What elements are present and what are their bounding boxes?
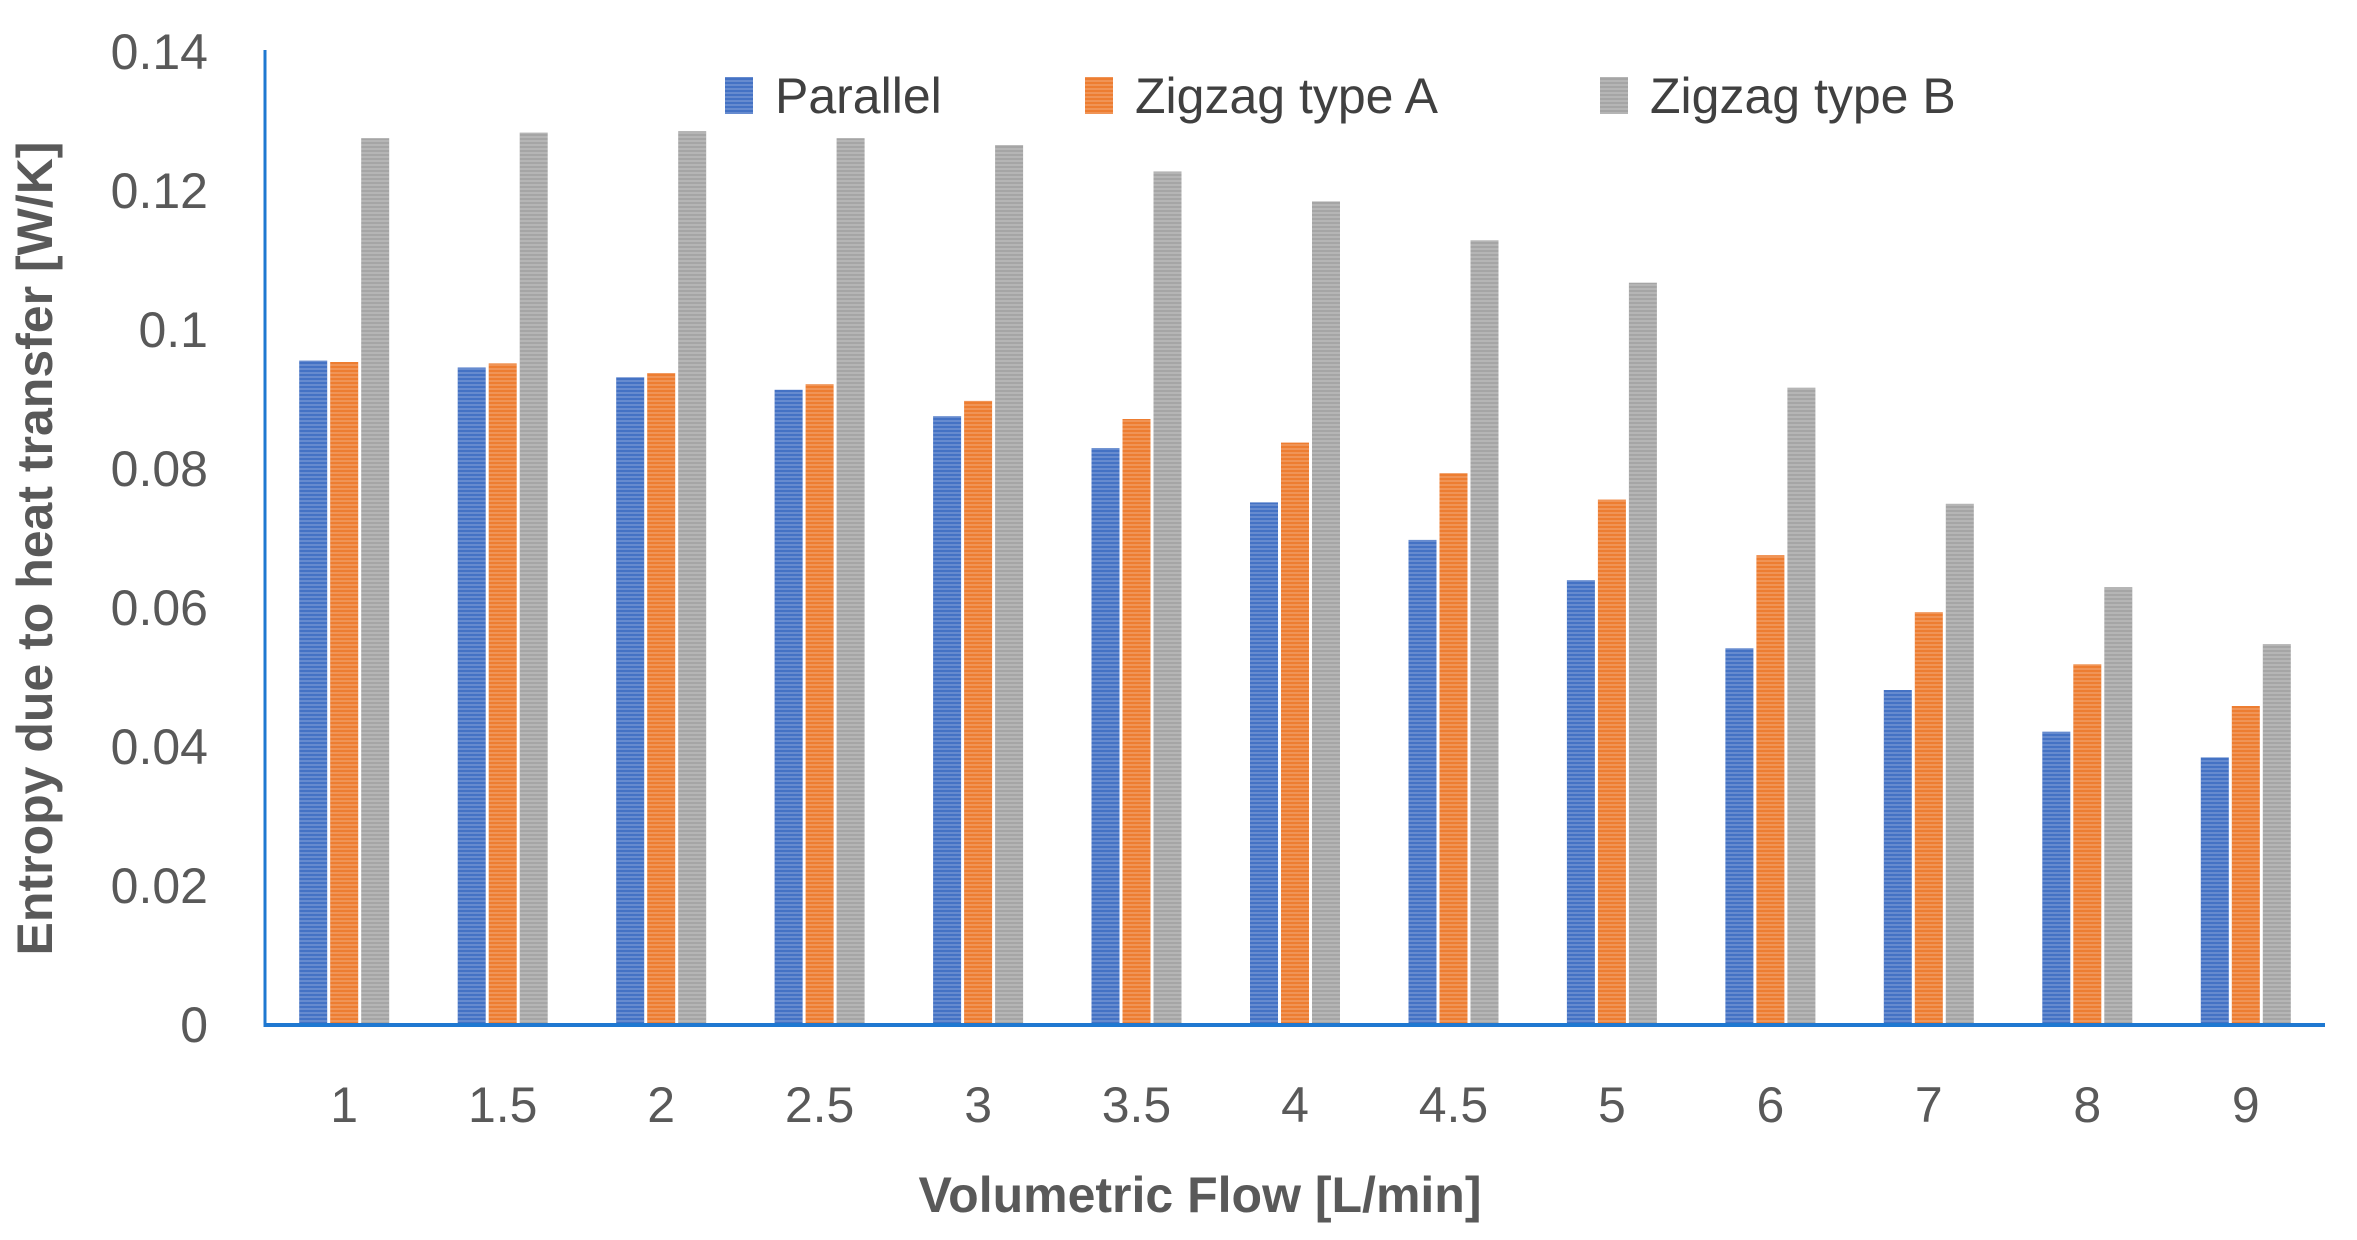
bar-texture-zigzag-type-a-4.5: [1439, 473, 1468, 1025]
legend-label-zigzag-type-a: Zigzag type A: [1135, 68, 1439, 124]
x-tick-label: 3: [964, 1077, 992, 1133]
bar-texture-zigzag-type-b-4: [1312, 201, 1340, 1025]
bars-layer: [299, 131, 2291, 1026]
x-tick-label: 2.5: [785, 1077, 855, 1133]
x-tick-label: 3.5: [1102, 1077, 1172, 1133]
bar-texture-zigzag-type-a-9: [2231, 706, 2260, 1025]
x-tick-label: 1: [330, 1077, 358, 1133]
bar-texture-zigzag-type-b-3: [995, 145, 1024, 1026]
bar-texture-parallel-2: [616, 377, 645, 1025]
bar-texture-zigzag-type-b-1: [361, 138, 390, 1025]
y-tick-label: 0.12: [111, 163, 208, 219]
bar-texture-zigzag-type-b-8: [2104, 587, 2133, 1025]
bar-texture-zigzag-type-b-2: [678, 131, 707, 1025]
x-tick-label: 9: [2232, 1077, 2260, 1133]
legend-label-zigzag-type-b: Zigzag type B: [1650, 68, 1956, 124]
bar-texture-zigzag-type-b-4.5: [1470, 240, 1499, 1026]
bar-texture-parallel-4.5: [1408, 539, 1437, 1025]
legend: Parallel Zigzag type A Zigzag type B: [725, 68, 1956, 124]
x-tick-label: 7: [1915, 1077, 1943, 1133]
bar-texture-zigzag-type-a-2.5: [805, 384, 834, 1025]
bar-texture-zigzag-type-a-3: [964, 400, 993, 1025]
bar-texture-zigzag-type-a-5: [1597, 499, 1626, 1026]
y-tick-label: 0.14: [111, 24, 208, 80]
legend-label-parallel: Parallel: [775, 68, 942, 124]
bar-texture-zigzag-type-a-7: [1914, 612, 1943, 1025]
x-tick-label: 1.5: [468, 1077, 538, 1133]
y-tick-label: 0.1: [138, 302, 208, 358]
x-tick-label: 6: [1756, 1077, 1784, 1133]
bar-texture-zigzag-type-a-4: [1281, 442, 1309, 1026]
bar-texture-parallel-9: [2200, 757, 2229, 1025]
bar-texture-zigzag-type-a-2: [647, 373, 676, 1026]
bar-texture-zigzag-type-b-9: [2262, 644, 2291, 1025]
bar-texture-zigzag-type-b-7: [1945, 503, 1974, 1026]
bar-texture-parallel-1.5: [457, 367, 486, 1025]
bar-texture-parallel-2.5: [774, 389, 803, 1025]
legend-swatch-texture-zigzag-type-b: [1600, 77, 1628, 114]
y-tick-labels: 0 0.02 0.04 0.06 0.08 0.1 0.12 0.14: [111, 24, 208, 1053]
bar-texture-zigzag-type-a-6: [1756, 555, 1785, 1025]
x-tick-label: 2: [647, 1077, 675, 1133]
bar-texture-zigzag-type-a-8: [2073, 664, 2102, 1025]
bar-texture-zigzag-type-a-3.5: [1122, 419, 1151, 1025]
bar-texture-parallel-5: [1566, 580, 1595, 1025]
legend-swatch-texture-zigzag-type-a: [1085, 77, 1113, 114]
bar-texture-zigzag-type-b-6: [1787, 387, 1816, 1025]
bar-texture-parallel-7: [1883, 690, 1912, 1025]
bar-texture-parallel-3.5: [1091, 448, 1120, 1026]
bar-texture-zigzag-type-a-1.5: [488, 363, 517, 1025]
legend-swatch-texture-parallel: [725, 77, 753, 114]
y-tick-label: 0.04: [111, 719, 208, 775]
bar-texture-parallel-3: [933, 416, 962, 1025]
axes-layer: [263, 50, 2325, 1027]
bar-texture-parallel-4: [1250, 502, 1278, 1025]
y-tick-label: 0: [180, 997, 208, 1053]
x-tick-label: 8: [2073, 1077, 2101, 1133]
x-tick-label: 5: [1598, 1077, 1626, 1133]
x-axis-title: Volumetric Flow [L/min]: [919, 1167, 1482, 1223]
y-tick-label: 0.06: [111, 580, 208, 636]
bar-texture-zigzag-type-b-1.5: [519, 132, 548, 1026]
y-tick-label: 0.02: [111, 858, 208, 914]
bar-texture-zigzag-type-b-2.5: [836, 138, 865, 1025]
bar-texture-zigzag-type-b-3.5: [1153, 171, 1182, 1025]
bar-texture-zigzag-type-a-1: [330, 362, 359, 1025]
bar-texture-parallel-8: [2042, 731, 2071, 1025]
y-tick-label: 0.08: [111, 441, 208, 497]
x-tick-label: 4: [1281, 1077, 1309, 1133]
y-axis-title: Entropy due to heat transfer [W/K]: [7, 142, 63, 956]
bar-texture-parallel-1: [299, 360, 328, 1026]
x-tick-labels: 1 1.5 2 2.5 3 3.5 4 4.5 5 6 7 8 9: [330, 1077, 2259, 1133]
x-tick-label: 4.5: [1419, 1077, 1489, 1133]
bar-texture-parallel-6: [1725, 648, 1754, 1025]
bar-texture-zigzag-type-b-5: [1628, 282, 1657, 1025]
